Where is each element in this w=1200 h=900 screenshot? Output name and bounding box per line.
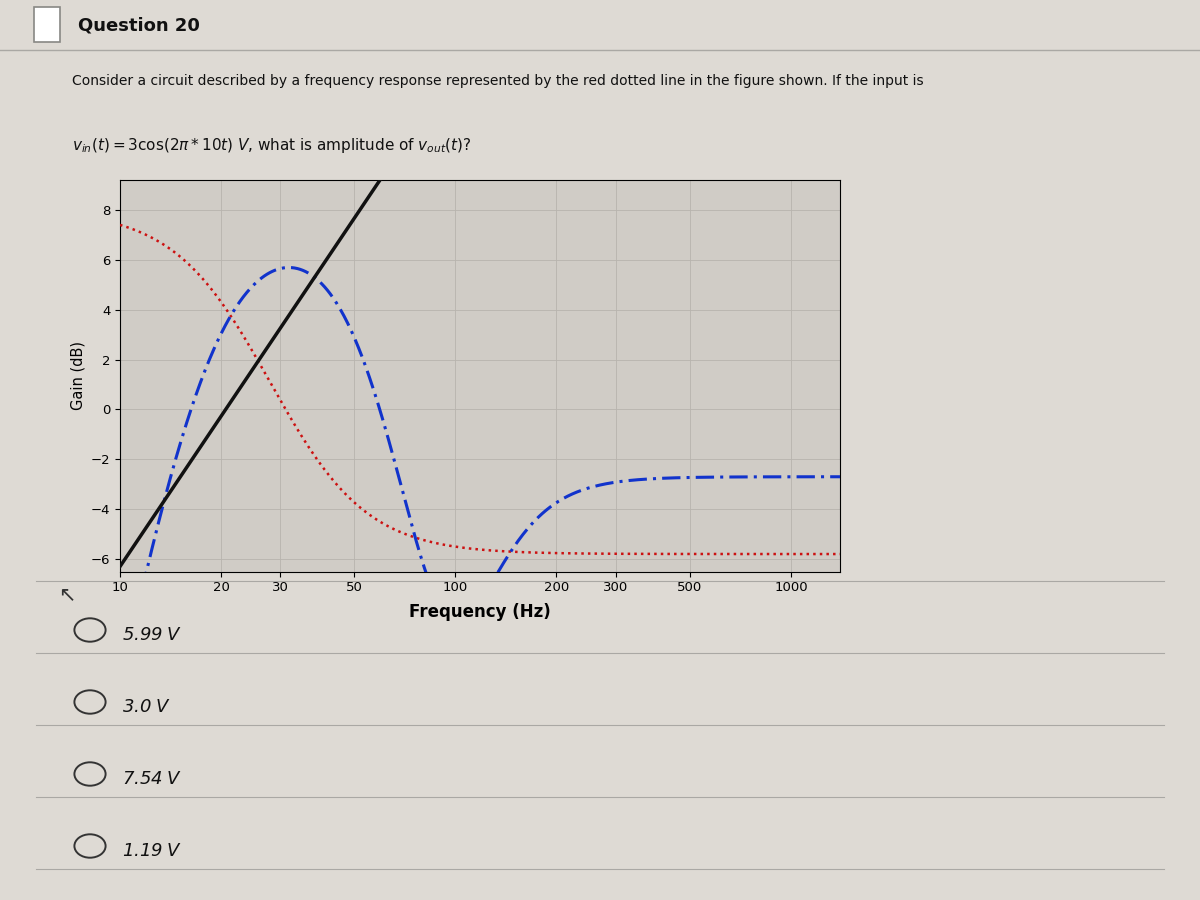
Text: 7.54$\;$V: 7.54$\;$V: [122, 770, 182, 788]
Text: ↖: ↖: [58, 584, 76, 604]
Bar: [34, 7, 60, 42]
Text: Consider a circuit described by a frequency response represented by the red dott: Consider a circuit described by a freque…: [72, 74, 924, 88]
Text: 1.19$\;$V: 1.19$\;$V: [122, 842, 182, 859]
X-axis label: Frequency (Hz): Frequency (Hz): [409, 603, 551, 621]
Y-axis label: Gain (dB): Gain (dB): [70, 341, 85, 410]
Text: 5.99$\;$V: 5.99$\;$V: [122, 626, 182, 644]
Text: Question 20: Question 20: [78, 17, 200, 35]
Text: $v_{in}(t) = 3\cos(2\pi * 10t)\;V$, what is amplitude of $v_{out}(t)$?: $v_{in}(t) = 3\cos(2\pi * 10t)\;V$, what…: [72, 136, 472, 155]
Text: 3.0$\;$V: 3.0$\;$V: [122, 698, 172, 716]
